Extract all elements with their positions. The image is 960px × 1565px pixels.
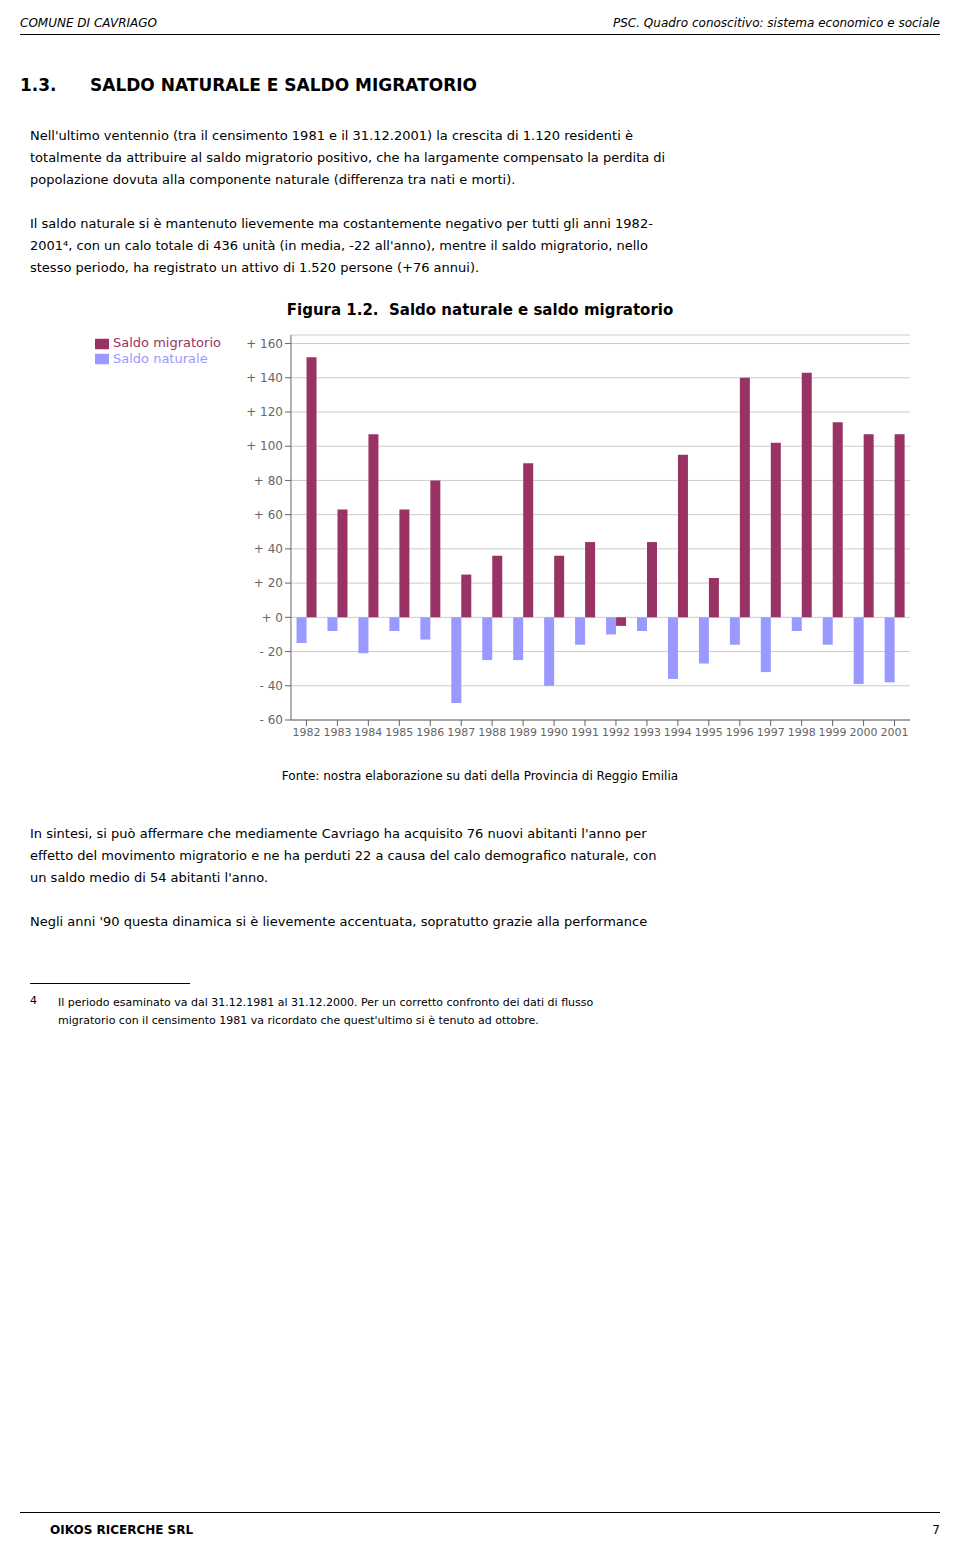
- html-text:Fonte: nostra elaborazione su: Fonte: nostra elaborazione su dati della…: [281, 769, 679, 783]
- html-text:Saldo migratorio: Saldo migratorio: [113, 335, 221, 350]
- svg-text:1982: 1982: [292, 726, 320, 739]
- svg-text:1996: 1996: [726, 726, 754, 739]
- html-text:Figura 1.2. Saldo naturale e s: Figura 1.2. Saldo naturale e saldo migra…: [286, 301, 674, 319]
- svg-text:- 60: - 60: [260, 713, 283, 727]
- svg-text:1997: 1997: [757, 726, 785, 739]
- html-text:totalmente da attribuire al sa: totalmente da attribuire al saldo migrat…: [30, 150, 666, 165]
- svg-text:2001: 2001: [881, 726, 909, 739]
- svg-text:+ 40: + 40: [254, 542, 283, 556]
- svg-text:+ 100: + 100: [246, 439, 283, 453]
- svg-text:1987: 1987: [447, 726, 475, 739]
- svg-text:- 20: - 20: [260, 645, 283, 659]
- html-text:effetto del movimento migrator: effetto del movimento migratorio e ne ha…: [30, 848, 657, 863]
- svg-text:+ 80: + 80: [254, 474, 283, 488]
- html-text:stesso periodo, ha registrato: stesso periodo, ha registrato un attivo …: [30, 260, 480, 275]
- svg-text:1993: 1993: [633, 726, 661, 739]
- html-text:Saldo naturale: Saldo naturale: [113, 350, 208, 366]
- svg-text:- 40: - 40: [260, 679, 283, 693]
- html-text:OIKOS RICERCHE SRL: OIKOS RICERCHE SRL: [50, 1523, 194, 1537]
- svg-text:1985: 1985: [385, 726, 413, 739]
- svg-text:2000: 2000: [850, 726, 878, 739]
- svg-text:1992: 1992: [602, 726, 630, 739]
- svg-text:1983: 1983: [323, 726, 351, 739]
- svg-text:1994: 1994: [664, 726, 692, 739]
- svg-text:+ 140: + 140: [246, 371, 283, 385]
- svg-text:1998: 1998: [788, 726, 816, 739]
- html-text:Il periodo esaminato va dal 31: Il periodo esaminato va dal 31.12.1981 a…: [44, 996, 594, 1009]
- html-text:7: 7: [932, 1523, 940, 1537]
- html-text:migratorio con il censimento 1: migratorio con il censimento 1981 va ric…: [44, 1014, 539, 1027]
- svg-text:1989: 1989: [509, 726, 537, 739]
- html-text:1.3.: 1.3.: [20, 75, 57, 95]
- svg-text:+ 20: + 20: [254, 576, 283, 590]
- svg-text:1995: 1995: [695, 726, 723, 739]
- html-text:4: 4: [30, 994, 37, 1007]
- svg-text:1990: 1990: [540, 726, 568, 739]
- svg-text:1986: 1986: [416, 726, 444, 739]
- html-text:Nell'ultimo ventennio (tra il: Nell'ultimo ventennio (tra il censimento…: [30, 128, 633, 143]
- svg-text:1999: 1999: [819, 726, 847, 739]
- html-text:Il saldo naturale si è mantenu: Il saldo naturale si è mantenuto lieveme…: [30, 216, 653, 231]
- html-text:2001⁴, con un calo totale di 4: 2001⁴, con un calo totale di 436 unità (…: [30, 238, 648, 253]
- html-text:Negli anni '90 questa dinamica: Negli anni '90 questa dinamica si è liev…: [30, 914, 648, 929]
- svg-text:1988: 1988: [478, 726, 506, 739]
- svg-text:1984: 1984: [354, 726, 382, 739]
- svg-text:1991: 1991: [571, 726, 599, 739]
- html-text:popolazione dovuta alla compon: popolazione dovuta alla componente natur…: [30, 172, 516, 187]
- svg-text:+ 120: + 120: [246, 405, 283, 419]
- svg-text:+ 0: + 0: [261, 611, 283, 625]
- html-text:SALDO NATURALE E SALDO MIGRATO: SALDO NATURALE E SALDO MIGRATORIO: [90, 75, 478, 95]
- html-text:PSC. Quadro conoscitivo: siste: PSC. Quadro conoscitivo: sistema economi…: [613, 16, 940, 30]
- svg-text:+ 60: + 60: [254, 508, 283, 522]
- html-text:COMUNE DI CAVRIAGO: COMUNE DI CAVRIAGO: [20, 16, 157, 30]
- html-text:In sintesi, si può affermare c: In sintesi, si può affermare che mediame…: [30, 826, 647, 841]
- svg-text:+ 160: + 160: [246, 337, 283, 351]
- html-text:un saldo medio di 54 abitanti: un saldo medio di 54 abitanti l'anno.: [30, 870, 268, 885]
